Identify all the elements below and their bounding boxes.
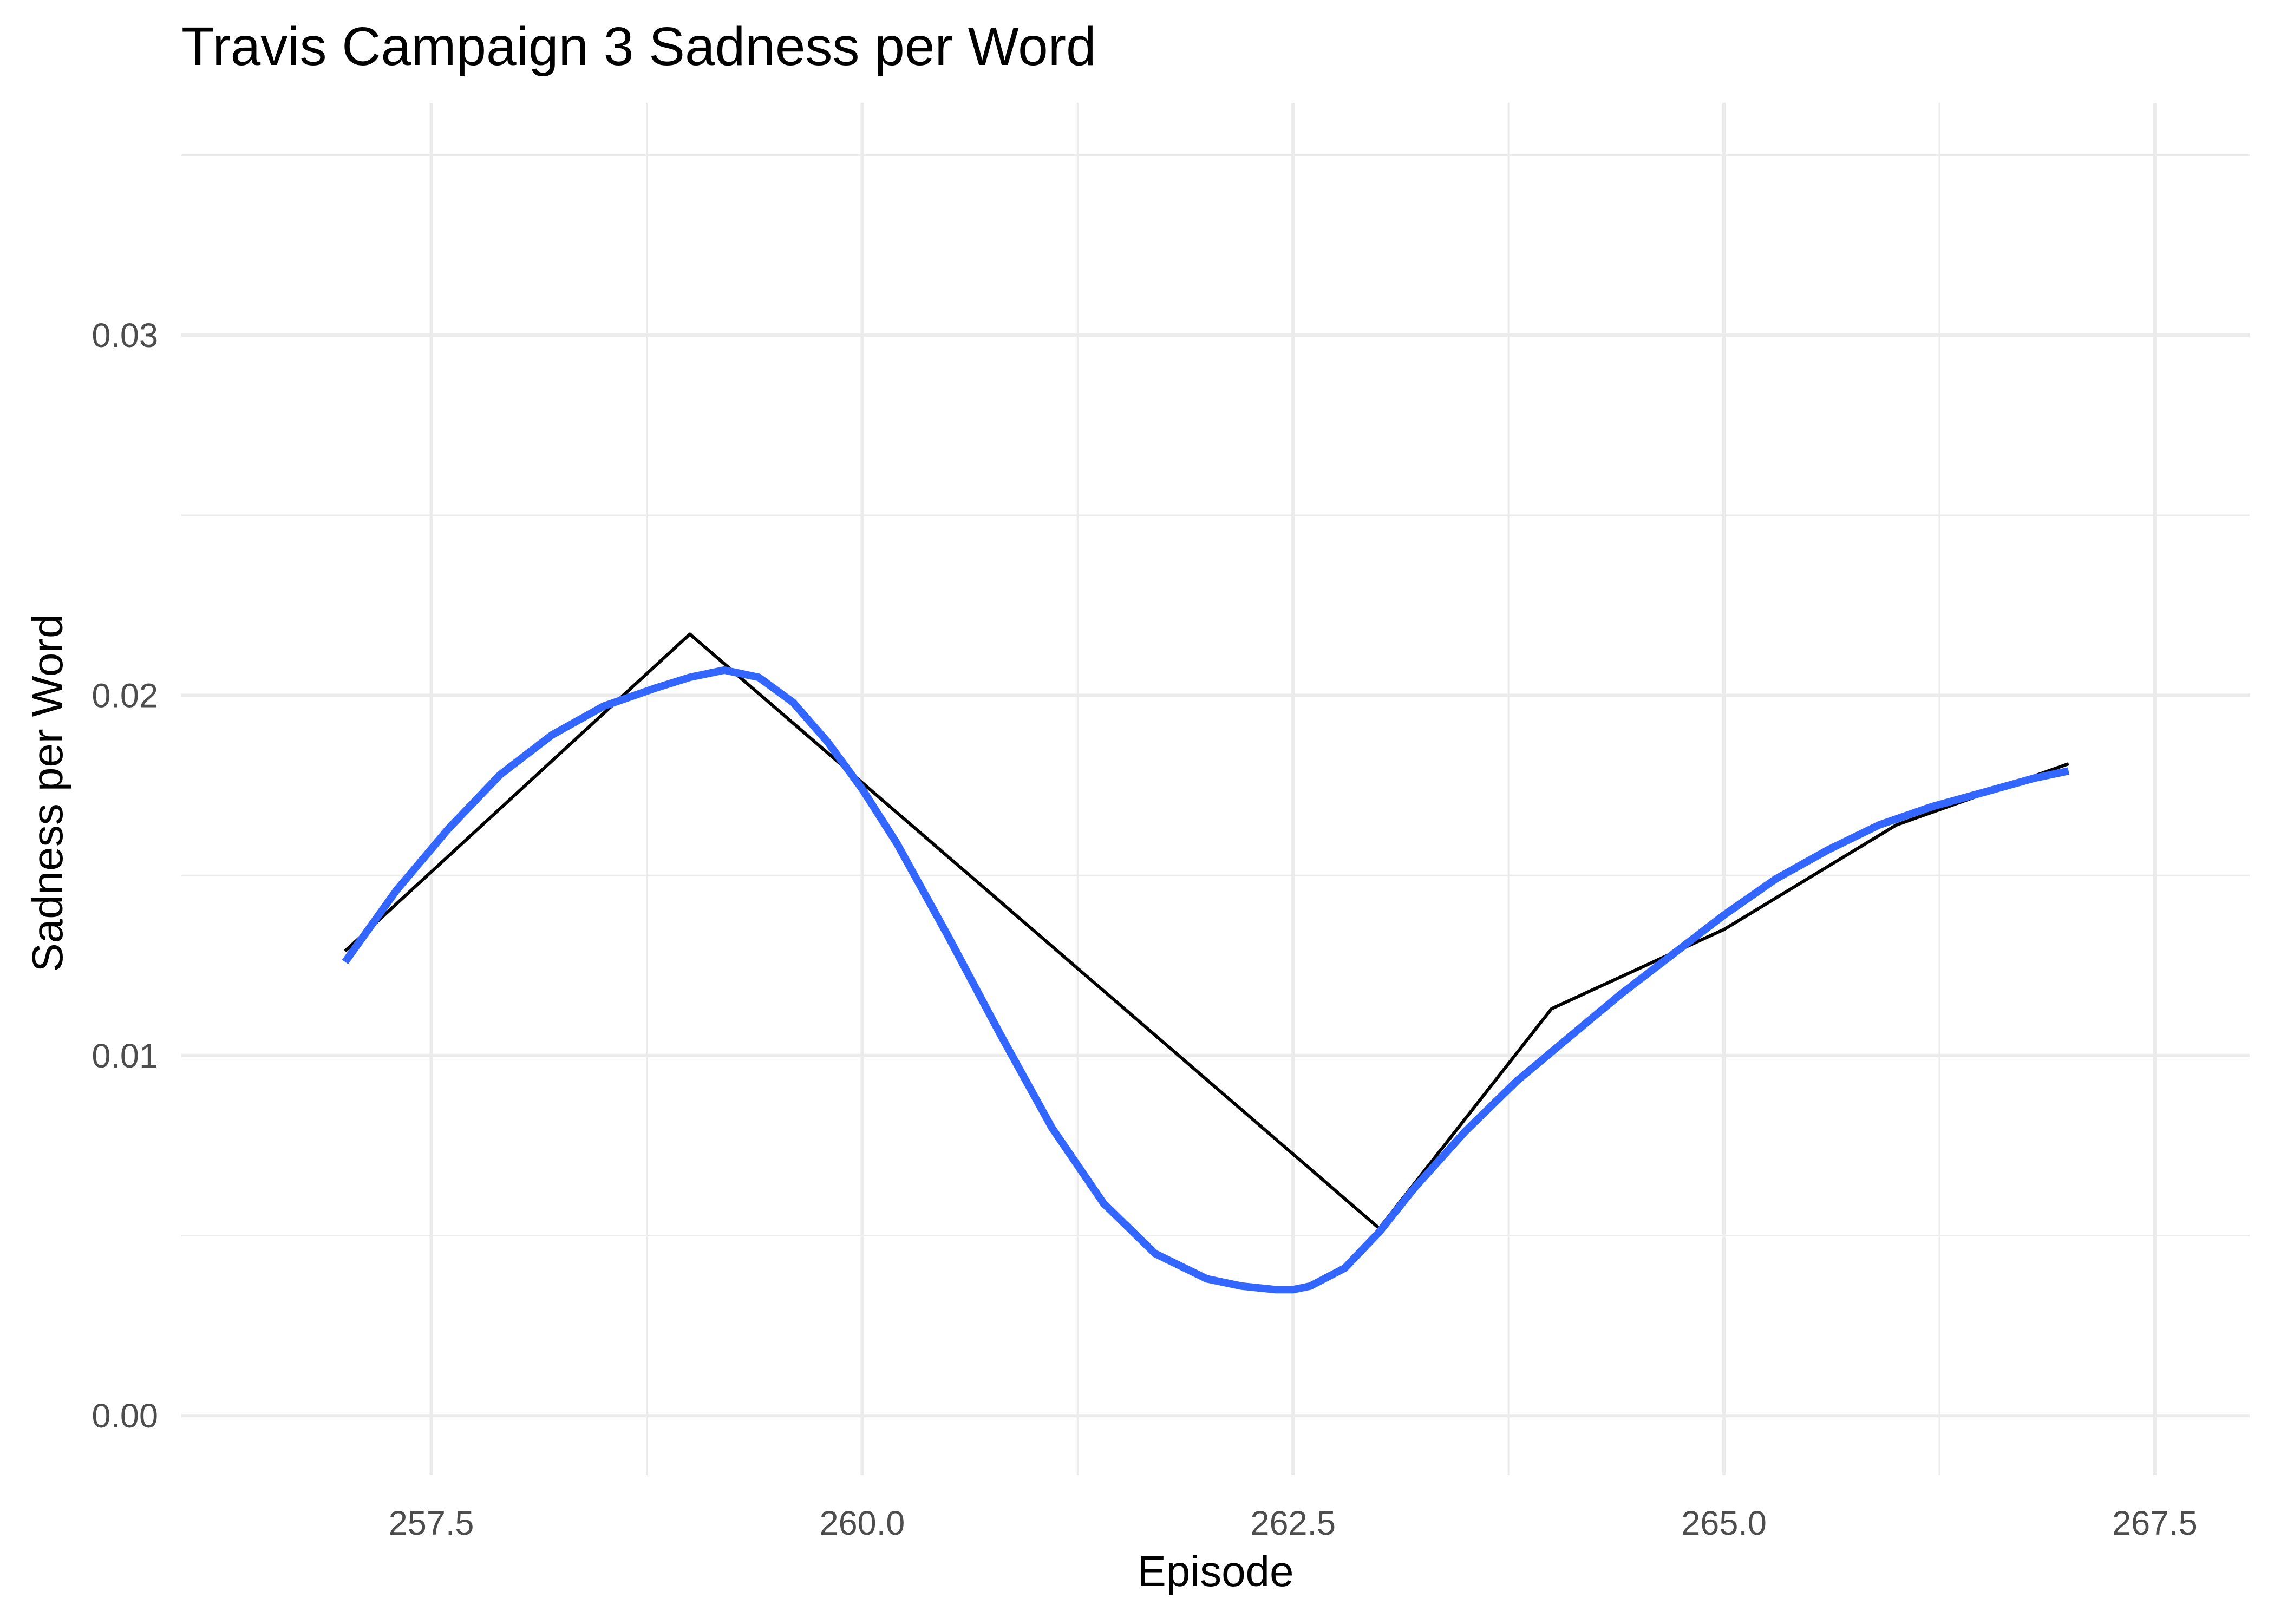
chart-title: Travis Campaign 3 Sadness per Word [181, 16, 1096, 77]
x-tick-label: 257.5 [389, 1504, 474, 1542]
x-axis-ticks: 257.5 260.0 262.5 265.0 267.5 [389, 1504, 2198, 1542]
y-tick-label: 0.01 [92, 1037, 158, 1075]
y-axis-title: Sadness per Word [23, 614, 71, 972]
x-tick-label: 260.0 [820, 1504, 905, 1542]
minor-grid [181, 103, 2250, 1475]
sadness-per-word-line [344, 632, 2069, 1230]
series-layer [342, 632, 2070, 1294]
y-tick-label: 0.02 [92, 677, 158, 715]
y-tick-label: 0.00 [92, 1397, 158, 1435]
x-tick-label: 262.5 [1250, 1504, 1336, 1542]
smoothed-trend-line [342, 666, 2070, 1294]
y-axis-ticks: 0.00 0.01 0.02 0.03 [92, 317, 158, 1435]
x-axis-title: Episode [1137, 1547, 1293, 1595]
x-tick-label: 265.0 [1681, 1504, 1767, 1542]
x-tick-label: 267.5 [2112, 1504, 2198, 1542]
y-tick-label: 0.03 [92, 317, 158, 355]
